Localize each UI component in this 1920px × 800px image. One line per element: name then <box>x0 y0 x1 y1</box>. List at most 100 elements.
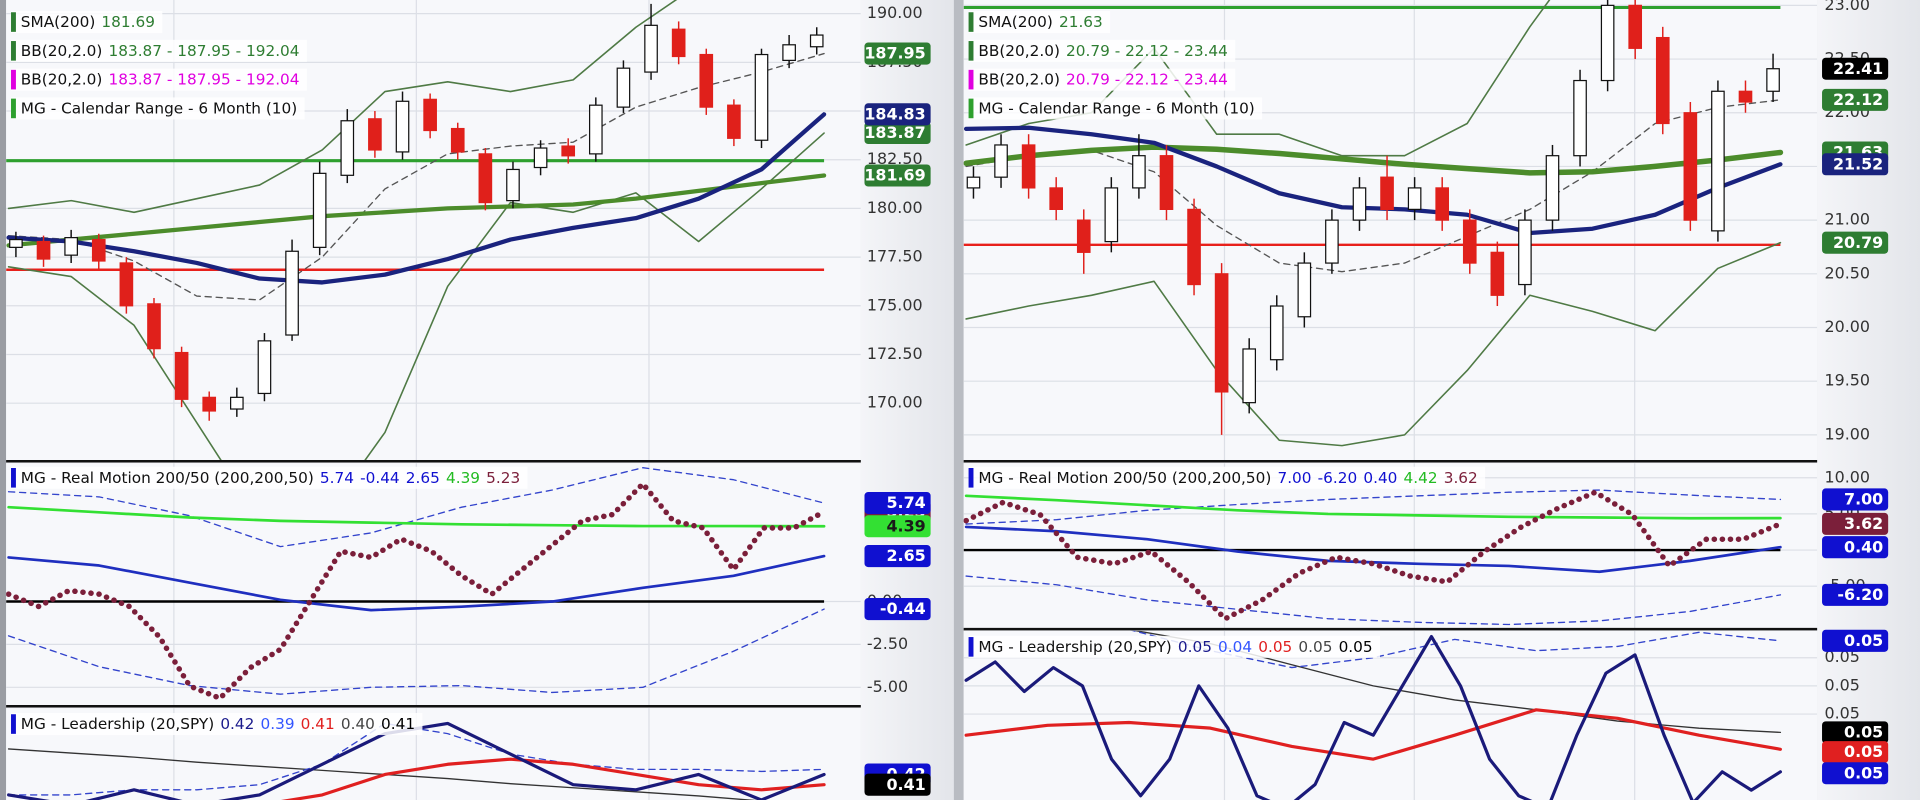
candle-body <box>994 144 1008 178</box>
legend-value: 0.05 <box>1178 637 1212 655</box>
y-tick-label: -2.50 <box>867 634 908 653</box>
candle-body <box>147 303 161 350</box>
legend-value: 0.39 <box>261 715 295 733</box>
candle-body <box>699 53 714 108</box>
legend-text: BB(20,2.0) 20.79 - 22.12 - 23.44 <box>978 41 1228 59</box>
candle-body <box>257 340 272 395</box>
legend-background <box>968 68 1236 91</box>
candle-body <box>119 262 134 307</box>
series-line <box>7 52 825 301</box>
candle-body <box>1435 187 1450 221</box>
candle-body <box>1214 273 1229 393</box>
series-line <box>7 467 825 548</box>
legend-text: MG - Calendar Range - 6 Month (10) <box>978 99 1254 117</box>
value-badge <box>864 545 931 568</box>
candle-body <box>1711 90 1725 232</box>
value-badge-label: 0.41 <box>886 775 925 794</box>
value-badge-label: 0.05 <box>1844 722 1883 741</box>
legend-value: 0.40 <box>1363 468 1397 486</box>
series-line <box>963 489 1784 622</box>
legend-label: SMA(200) <box>21 13 95 31</box>
legend-marker <box>11 12 16 32</box>
legend-text: MG - Leadership (20,SPY) 0.42 0.39 0.41 0.40… <box>21 715 415 733</box>
legend-marker <box>11 98 16 119</box>
series-line <box>6 173 827 248</box>
candle-body <box>782 44 796 61</box>
candle-body <box>533 147 548 169</box>
candle-body <box>1655 36 1670 125</box>
value-badge <box>1822 741 1889 764</box>
legend-value: 4.39 <box>446 468 480 486</box>
plot-area <box>963 463 1818 629</box>
legend-text: MG - Real Motion 200/50 (200,200,50) 5.74… <box>21 468 520 486</box>
value-badge <box>1822 629 1889 652</box>
candle-body <box>1628 4 1643 49</box>
legend: MG - Real Motion 200/50 (200,200,50) 5.74… <box>11 466 528 489</box>
candle-body <box>754 53 769 141</box>
legend-value: 5.23 <box>486 468 520 486</box>
legend-value: 181.69 <box>101 13 155 31</box>
candle-body <box>368 118 382 151</box>
legend-label: BB(20,2.0) <box>21 41 103 59</box>
value-badge-label: 21.52 <box>1833 154 1883 173</box>
value-badge <box>1822 762 1889 785</box>
legend-marker <box>11 69 16 90</box>
value-badge <box>864 164 931 187</box>
candle-body <box>1407 187 1422 210</box>
y-tick-label: 180.00 <box>867 198 923 217</box>
legend-text: SMA(200) 181.69 <box>21 13 155 31</box>
legend-marker <box>968 12 974 32</box>
legend: MG - Real Motion 200/50 (200,200,50) 7.00… <box>968 466 1486 489</box>
legend-label: MG - Calendar Range - 6 Month (10) <box>978 99 1254 117</box>
value-badge <box>864 515 931 538</box>
legend-value: 4.42 <box>1404 468 1438 486</box>
candle-body <box>644 24 658 73</box>
legend-value: 183.87 - 187.95 - 192.04 <box>109 70 300 88</box>
legend-value: 5.74 <box>320 468 354 486</box>
legend-label: MG - Leadership (20,SPY) <box>978 637 1171 655</box>
candle-body <box>809 34 824 48</box>
panels: 170.00172.50175.00177.50180.00182.50185.… <box>6 0 1889 800</box>
y-tick-label: 0.05 <box>1824 704 1859 723</box>
y-tick-label: -5.00 <box>867 677 908 696</box>
series-line <box>964 708 1783 761</box>
series-line <box>963 125 1783 236</box>
value-badge-label: 0.40 <box>1844 537 1883 556</box>
legend-text: MG - Real Motion 200/50 (200,200,50) 7.00… <box>978 468 1477 486</box>
candle-body <box>1545 155 1560 221</box>
badges: 0.420.41 <box>864 763 931 796</box>
legend-value: 0.05 <box>1258 637 1292 655</box>
legend-marker <box>11 41 16 61</box>
candle-body <box>174 351 189 400</box>
series-line <box>964 494 1782 520</box>
value-badge-label: 0.05 <box>1844 763 1883 782</box>
candle-body <box>1159 155 1174 210</box>
legend: MG - Leadership (20,SPY) 0.42 0.39 0.41 0.40… <box>11 713 423 736</box>
y-tick-label: 177.50 <box>867 247 923 266</box>
value-badge-label: 20.79 <box>1833 233 1883 252</box>
legend-label: MG - Real Motion 200/50 (200,200,50) <box>978 468 1271 486</box>
candle-body <box>1104 187 1119 243</box>
badges: 7.00 3.62 0.40 -6.20 <box>1822 488 1889 606</box>
y-tick-label: 23.00 <box>1824 0 1870 14</box>
legend-background <box>968 97 1263 120</box>
value-badge <box>1822 153 1889 176</box>
legend-background <box>11 68 307 91</box>
candle-body <box>36 240 51 260</box>
value-badge <box>1822 488 1889 511</box>
series-line <box>965 99 1782 273</box>
series-line <box>965 241 1782 447</box>
plot-background <box>963 463 1818 629</box>
value-badge <box>1822 57 1889 80</box>
legend-value: 21.63 <box>1059 13 1103 31</box>
legend-value: 0.04 <box>1218 637 1252 655</box>
candle-body <box>1076 219 1091 253</box>
y-tick-label: 20.00 <box>1824 317 1870 336</box>
legend-value: 20.79 - 22.12 - 23.44 <box>1066 41 1228 59</box>
candle-body <box>671 28 686 58</box>
legend-value: 0.40 <box>341 715 375 733</box>
left-edge <box>0 0 7 800</box>
